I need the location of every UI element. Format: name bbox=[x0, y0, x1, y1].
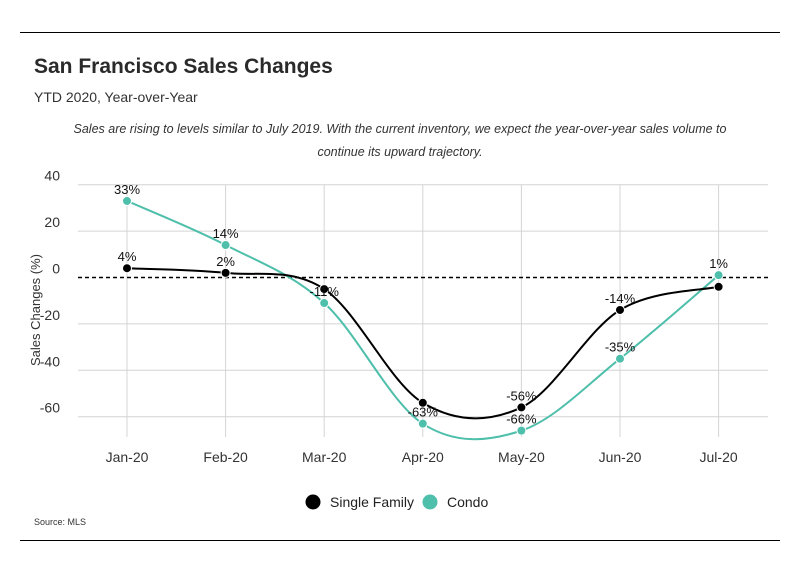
condo-data-label: -66% bbox=[506, 412, 537, 427]
legend-swatch-condo bbox=[422, 494, 438, 510]
condo-point bbox=[516, 425, 527, 436]
condo-data-label: 1% bbox=[709, 256, 728, 271]
y-tick-label: -40 bbox=[40, 353, 60, 369]
single-family-point bbox=[220, 267, 231, 278]
x-tick-label: Apr-20 bbox=[402, 449, 444, 465]
single-family-point bbox=[417, 397, 428, 408]
single-family-data-label: -14% bbox=[605, 291, 636, 306]
y-tick-label: 20 bbox=[44, 214, 60, 230]
chart-note: Sales are rising to levels similar to Ju… bbox=[73, 122, 727, 159]
x-tick-label: Jun-20 bbox=[599, 449, 642, 465]
data-labels: 4% 2% -56% -14% 33% 14% -11% -63% -66% -35% 1% bbox=[114, 182, 728, 427]
single-family-data-label: 4% bbox=[118, 249, 137, 264]
x-tick-label: Jan-20 bbox=[106, 449, 149, 465]
condo-point bbox=[220, 240, 231, 251]
y-axis-label: Sales Changes (%) bbox=[28, 254, 43, 366]
single-family-point bbox=[516, 402, 527, 413]
condo-point bbox=[615, 353, 625, 364]
condo-point bbox=[122, 195, 132, 206]
x-tick-label: Jul-20 bbox=[700, 449, 738, 465]
chart-subtitle: YTD 2020, Year-over-Year bbox=[34, 89, 198, 105]
legend-swatch-single-family bbox=[305, 494, 321, 510]
x-tick-label: Feb-20 bbox=[203, 449, 248, 465]
x-tick-label: May-20 bbox=[498, 449, 545, 465]
axes: 40 20 0 -20 -40 -60 Jan-20 Feb-20 Mar-20 Apr-20 Ma… bbox=[28, 168, 768, 465]
bottom-rule bbox=[20, 540, 780, 541]
condo-point bbox=[319, 298, 330, 309]
y-tick-label: 0 bbox=[52, 261, 60, 277]
condo-data-label: -35% bbox=[605, 340, 636, 355]
single-family-point bbox=[713, 281, 724, 292]
y-tick-label: -60 bbox=[40, 400, 60, 416]
series-lines bbox=[122, 195, 724, 441]
legend-label-condo: Condo bbox=[447, 494, 488, 510]
single-family-data-label: 2% bbox=[216, 254, 235, 269]
single-family-point bbox=[615, 304, 625, 315]
condo-point bbox=[713, 270, 724, 281]
top-rule bbox=[20, 32, 780, 33]
condo-data-label: -11% bbox=[310, 284, 340, 299]
single-family-data-label: -56% bbox=[506, 388, 537, 403]
condo-data-label: 14% bbox=[213, 226, 239, 241]
legend-label-single-family: Single Family bbox=[330, 494, 414, 510]
y-tick-label: -20 bbox=[40, 307, 60, 323]
legend: Single Family Condo bbox=[305, 494, 488, 510]
single-family-point bbox=[122, 263, 132, 274]
source-note: Source: MLS bbox=[34, 517, 87, 527]
condo-data-label: 33% bbox=[114, 182, 140, 197]
condo-point bbox=[417, 418, 428, 429]
condo-data-label: -63% bbox=[408, 405, 439, 420]
x-tick-label: Mar-20 bbox=[302, 449, 347, 465]
single-family-point bbox=[319, 284, 330, 295]
y-tick-label: 40 bbox=[44, 168, 60, 184]
chart-title: San Francisco Sales Changes bbox=[34, 55, 333, 78]
